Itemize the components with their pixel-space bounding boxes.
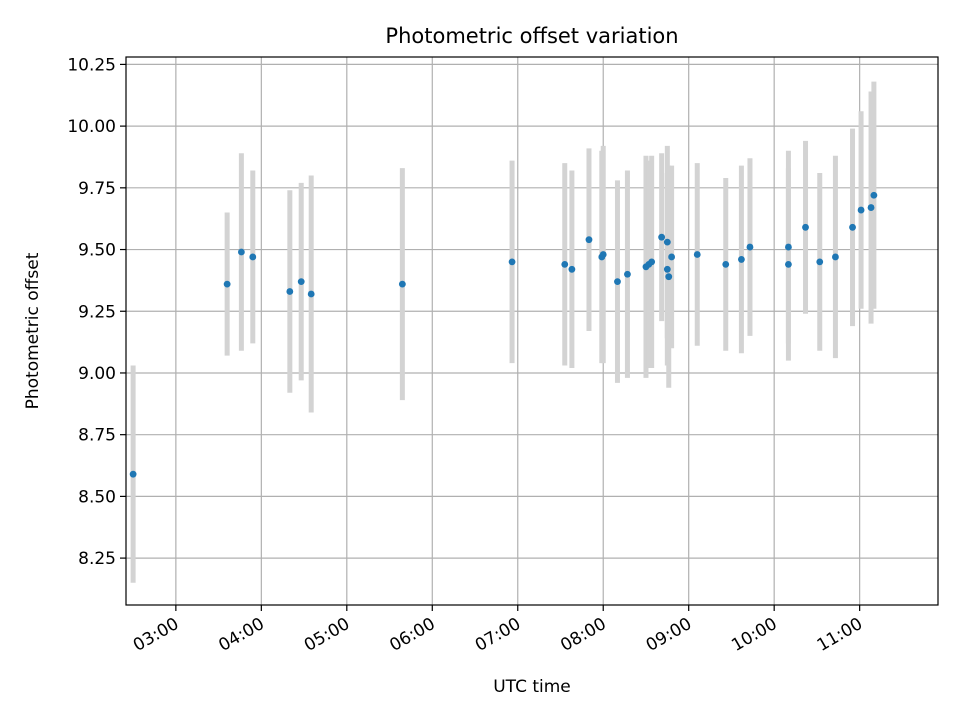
y-tick-label: 8.25 — [78, 549, 116, 569]
y-tick-label: 8.75 — [78, 426, 116, 446]
data-point — [648, 258, 656, 266]
data-point — [668, 253, 676, 261]
data-point — [237, 248, 245, 256]
data-point — [398, 280, 406, 288]
data-point — [746, 243, 754, 251]
data-point — [129, 470, 137, 478]
data-point — [599, 251, 607, 258]
y-tick-label: 9.75 — [78, 179, 116, 199]
data-point — [663, 238, 671, 246]
data-point — [614, 278, 621, 286]
data-point — [658, 233, 666, 241]
y-axis: 8.25 8.50 8.75 9.00 9.25 9.50 9.75 10.00 10.25 — [67, 55, 126, 569]
data-point — [857, 206, 865, 214]
y-tick-label: 10.25 — [67, 55, 116, 75]
data-point — [561, 260, 569, 268]
data-point — [585, 236, 593, 244]
data-point — [870, 191, 878, 199]
data-point — [802, 223, 809, 231]
data-point — [508, 258, 516, 266]
y-tick-label: 8.50 — [78, 487, 116, 507]
data-point — [816, 258, 824, 266]
data-point — [663, 265, 671, 273]
x-axis-label: UTC time — [493, 677, 571, 697]
y-tick-label: 9.25 — [78, 302, 116, 322]
data-point — [223, 280, 231, 288]
data-point — [297, 278, 305, 286]
data-points — [129, 191, 878, 478]
data-point — [832, 253, 839, 261]
data-point — [568, 265, 576, 273]
data-point — [738, 256, 745, 263]
data-point — [307, 290, 315, 298]
plot-frame — [125, 56, 939, 606]
data-point — [624, 270, 631, 278]
data-point — [785, 243, 792, 251]
data-point — [849, 223, 856, 231]
data-point — [693, 251, 701, 258]
data-point — [249, 253, 257, 261]
chart-title: Photometric offset variation — [385, 24, 678, 48]
data-point — [867, 204, 875, 211]
data-point — [722, 260, 730, 268]
y-axis-label: Photometric offset — [23, 252, 43, 409]
y-tick-label: 9.00 — [78, 364, 116, 384]
y-tick-label: 9.50 — [78, 241, 116, 261]
data-point — [665, 273, 673, 281]
data-point — [286, 288, 294, 295]
y-tick-label: 10.00 — [67, 117, 116, 137]
data-point — [785, 260, 792, 268]
